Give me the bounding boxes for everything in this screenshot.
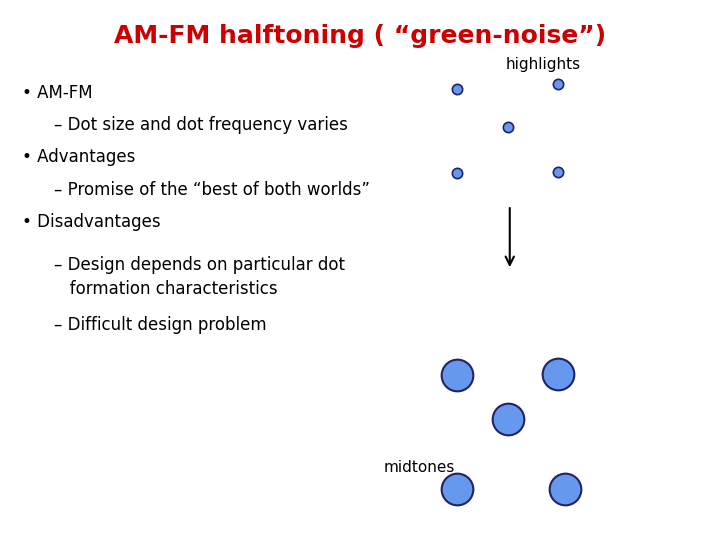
- Text: midtones: midtones: [384, 460, 456, 475]
- Point: [451, 371, 463, 380]
- Point: [451, 484, 463, 493]
- Point: [559, 484, 571, 493]
- Text: • AM-FM: • AM-FM: [22, 84, 92, 102]
- Text: AM-FM halftoning ( “green-noise”): AM-FM halftoning ( “green-noise”): [114, 24, 606, 48]
- Text: • Advantages: • Advantages: [22, 148, 135, 166]
- Point: [451, 168, 463, 177]
- Text: – Dot size and dot frequency varies: – Dot size and dot frequency varies: [54, 116, 348, 134]
- Text: – Design depends on particular dot
   formation characteristics: – Design depends on particular dot forma…: [54, 256, 345, 298]
- Text: – Promise of the “best of both worlds”: – Promise of the “best of both worlds”: [54, 181, 370, 199]
- Point: [451, 85, 463, 93]
- Point: [502, 123, 513, 131]
- Point: [502, 414, 513, 423]
- Point: [552, 167, 564, 176]
- Point: [552, 369, 564, 378]
- Point: [552, 79, 564, 88]
- Text: • Disadvantages: • Disadvantages: [22, 213, 161, 231]
- Text: highlights: highlights: [506, 57, 581, 72]
- Text: – Difficult design problem: – Difficult design problem: [54, 316, 266, 334]
